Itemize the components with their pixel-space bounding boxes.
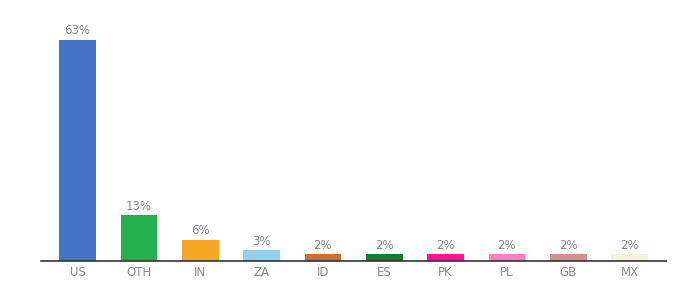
Text: 2%: 2% xyxy=(375,238,394,251)
Text: 3%: 3% xyxy=(252,235,271,248)
Bar xyxy=(182,240,219,261)
Text: 2%: 2% xyxy=(559,238,577,251)
Bar xyxy=(366,254,403,261)
Bar xyxy=(488,254,526,261)
Text: 63%: 63% xyxy=(65,24,90,37)
Text: 2%: 2% xyxy=(620,238,639,251)
Bar xyxy=(611,254,648,261)
Bar xyxy=(243,250,280,261)
Bar xyxy=(305,254,341,261)
Text: 2%: 2% xyxy=(313,238,333,251)
Bar xyxy=(59,40,96,261)
Bar xyxy=(427,254,464,261)
Text: 2%: 2% xyxy=(437,238,455,251)
Text: 6%: 6% xyxy=(191,224,209,238)
Bar xyxy=(550,254,587,261)
Text: 2%: 2% xyxy=(498,238,516,251)
Text: 13%: 13% xyxy=(126,200,152,213)
Bar xyxy=(120,215,157,261)
